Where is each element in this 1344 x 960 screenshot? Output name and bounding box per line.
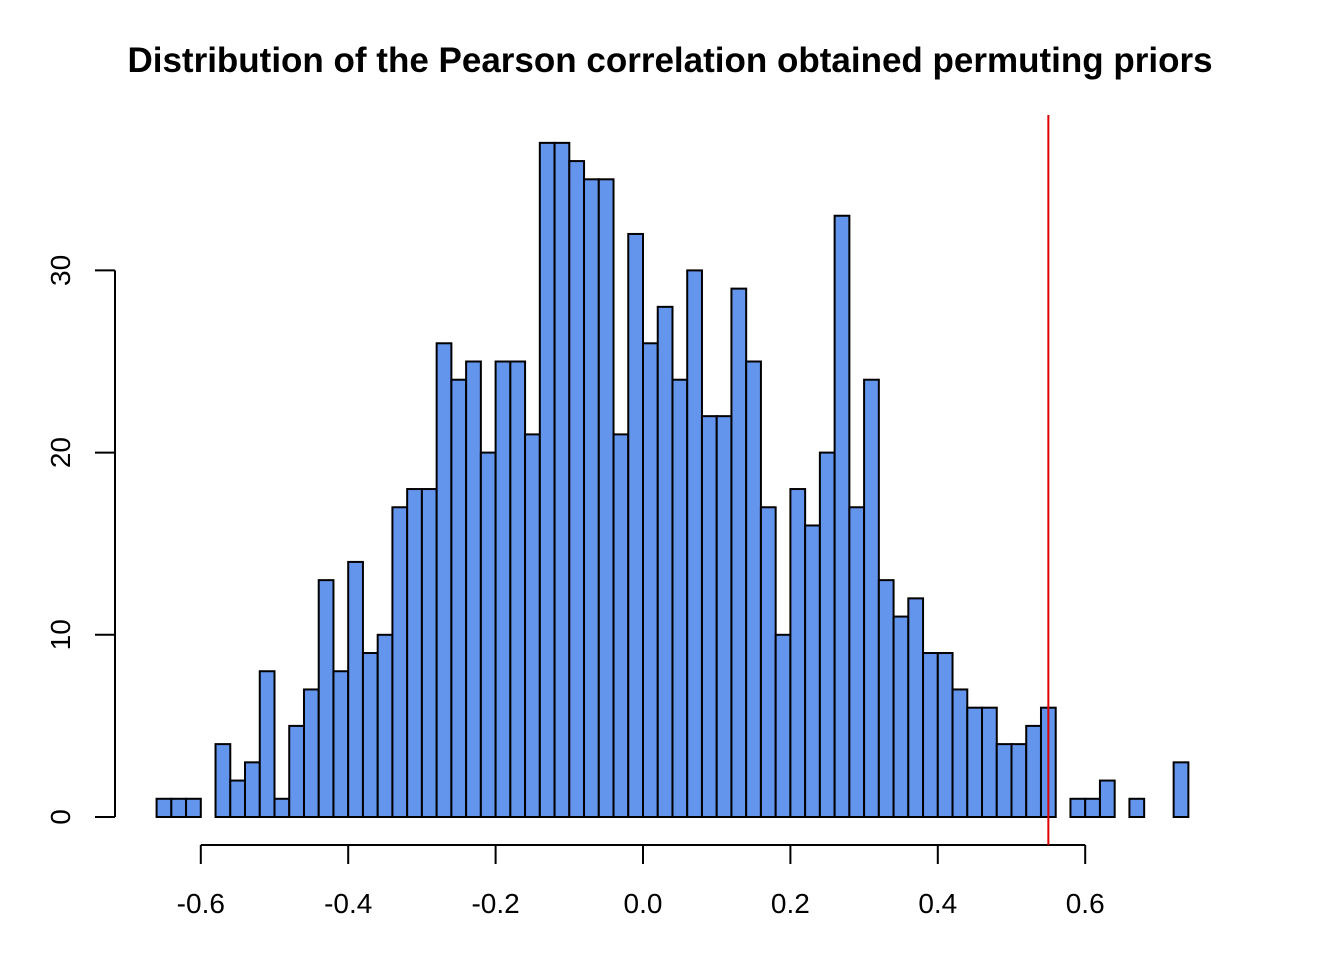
x-tick-label: -0.2 (471, 888, 519, 919)
histogram-bar (479, 451, 497, 818)
histogram-bar (597, 178, 615, 819)
histogram-bar (302, 688, 320, 819)
y-tick-label: 10 (45, 619, 76, 650)
histogram-bar (244, 761, 261, 819)
histogram-bar (391, 506, 409, 818)
histogram-bar (774, 633, 792, 818)
histogram-bar (627, 232, 645, 818)
histogram-bar (361, 652, 379, 819)
histogram-bar (185, 797, 202, 819)
histogram-bar (332, 670, 350, 818)
histogram-bar (494, 360, 512, 818)
histogram-bar (863, 378, 880, 818)
histogram-bar (1010, 743, 1028, 818)
histogram-bar (1069, 797, 1087, 819)
x-axis: -0.6 -0.4 -0.2 0.0 0.2 0.4 0.6 (177, 844, 1105, 919)
histogram-bar (1084, 797, 1101, 819)
x-tick-label: 0.2 (771, 888, 810, 919)
histogram-bar (406, 488, 423, 818)
histogram-bar (642, 342, 659, 818)
histogram-bar (465, 360, 482, 818)
histogram-bar (273, 797, 291, 819)
histogram-bar (214, 743, 232, 818)
histogram-bar (759, 506, 777, 818)
histogram-bar (553, 141, 571, 819)
histogram-bar (1172, 761, 1190, 819)
histogram-bar (568, 160, 586, 818)
histogram-bar (804, 524, 821, 818)
histogram-bar (686, 269, 703, 818)
histogram-bar (671, 378, 689, 818)
y-axis: 0 10 20 30 (45, 255, 116, 825)
histogram-bar (715, 415, 733, 818)
histogram-bar (789, 488, 807, 818)
histogram-bar (538, 141, 556, 819)
histogram-bar (936, 652, 954, 819)
x-tick-label: -0.4 (324, 888, 372, 919)
histogram-bar (376, 633, 394, 818)
histogram-bar (966, 706, 984, 818)
histogram-bar (583, 178, 600, 819)
x-tick-label: 0.6 (1066, 888, 1105, 919)
y-tick-label: 0 (45, 809, 76, 825)
histogram-bar (730, 287, 748, 818)
x-tick-label: -0.6 (177, 888, 225, 919)
histogram-bar (524, 433, 541, 818)
histogram-bar (435, 342, 453, 818)
histogram-bar (892, 615, 910, 819)
histogram-bar (833, 214, 851, 819)
histogram-bar (995, 743, 1013, 818)
histogram-bar (170, 797, 188, 819)
histogram-bar (981, 706, 998, 818)
histogram-bar (907, 597, 925, 818)
histogram-bar (745, 360, 762, 818)
histogram-bar (347, 560, 364, 818)
histogram-bar (656, 305, 674, 818)
x-tick-label: 0.4 (918, 888, 957, 919)
histogram-bar (258, 670, 276, 818)
y-tick-label: 20 (45, 437, 76, 468)
histogram-bar (1025, 724, 1042, 819)
histogram-bar (420, 488, 438, 818)
histogram-bar (317, 579, 335, 819)
histogram-bar (229, 779, 247, 818)
histogram-bar (1128, 797, 1146, 819)
histogram-bar (288, 724, 305, 819)
histogram-bar (700, 415, 718, 818)
y-tick-label: 30 (45, 255, 76, 286)
histogram-bar (612, 433, 630, 818)
histogram-bar (450, 378, 468, 818)
histogram-bar (1098, 779, 1116, 818)
histogram-bar (818, 451, 836, 818)
x-tick-label: 0.0 (624, 888, 663, 919)
histogram-bar (509, 360, 527, 818)
histogram-bar (848, 506, 866, 818)
chart-title: Distribution of the Pearson correlation … (127, 41, 1212, 80)
histogram-bar (951, 688, 969, 819)
histogram-bar (877, 579, 895, 819)
histogram-bars (155, 141, 1190, 819)
histogram-bar (922, 652, 939, 819)
histogram-bar (155, 797, 173, 819)
